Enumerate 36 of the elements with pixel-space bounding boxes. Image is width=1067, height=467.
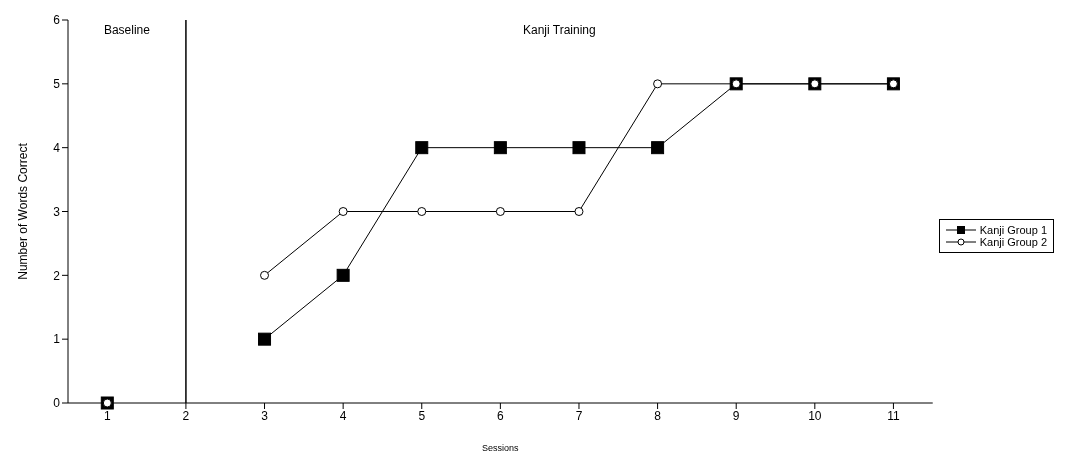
x-tick-label: 11 bbox=[887, 408, 900, 423]
point bbox=[653, 79, 663, 89]
x-tick-label: 9 bbox=[732, 408, 740, 423]
x-tick-label: 1 bbox=[103, 408, 111, 423]
point bbox=[258, 332, 272, 346]
legend-label: Kanji Group 2 bbox=[979, 235, 1047, 248]
point bbox=[495, 207, 505, 216]
y-axis-title: Number of Words Correct bbox=[16, 142, 31, 280]
y-tick-label: 5 bbox=[53, 77, 61, 92]
x-tick-label: 7 bbox=[575, 408, 583, 423]
y-tick-label: 2 bbox=[53, 268, 61, 283]
point bbox=[574, 207, 584, 216]
x-axis-title: Sessions bbox=[482, 443, 520, 453]
point bbox=[493, 141, 507, 155]
y-tick-label: 1 bbox=[53, 332, 61, 347]
annotation: Kanji Training bbox=[522, 22, 596, 37]
x-tick-label: 6 bbox=[497, 408, 505, 423]
x-tick-label: 10 bbox=[808, 408, 822, 423]
y-tick-label: 3 bbox=[53, 204, 61, 219]
x-tick-label: 4 bbox=[339, 408, 347, 423]
x-tick-label: 5 bbox=[418, 408, 426, 423]
annotation: Baseline bbox=[103, 22, 151, 37]
y-tick-label: 6 bbox=[53, 13, 61, 28]
x-tick-label: 3 bbox=[261, 408, 269, 423]
y-tick-label: 4 bbox=[53, 140, 61, 155]
point bbox=[338, 207, 348, 216]
point bbox=[572, 141, 586, 155]
point bbox=[651, 141, 665, 155]
point bbox=[260, 270, 270, 280]
point bbox=[336, 268, 350, 282]
point bbox=[415, 141, 429, 155]
point bbox=[417, 207, 427, 216]
y-tick-label: 0 bbox=[53, 396, 61, 411]
legend-label: Kanji Group 1 bbox=[979, 223, 1047, 236]
x-tick-label: 8 bbox=[654, 408, 662, 423]
x-tick-label: 2 bbox=[182, 408, 190, 423]
